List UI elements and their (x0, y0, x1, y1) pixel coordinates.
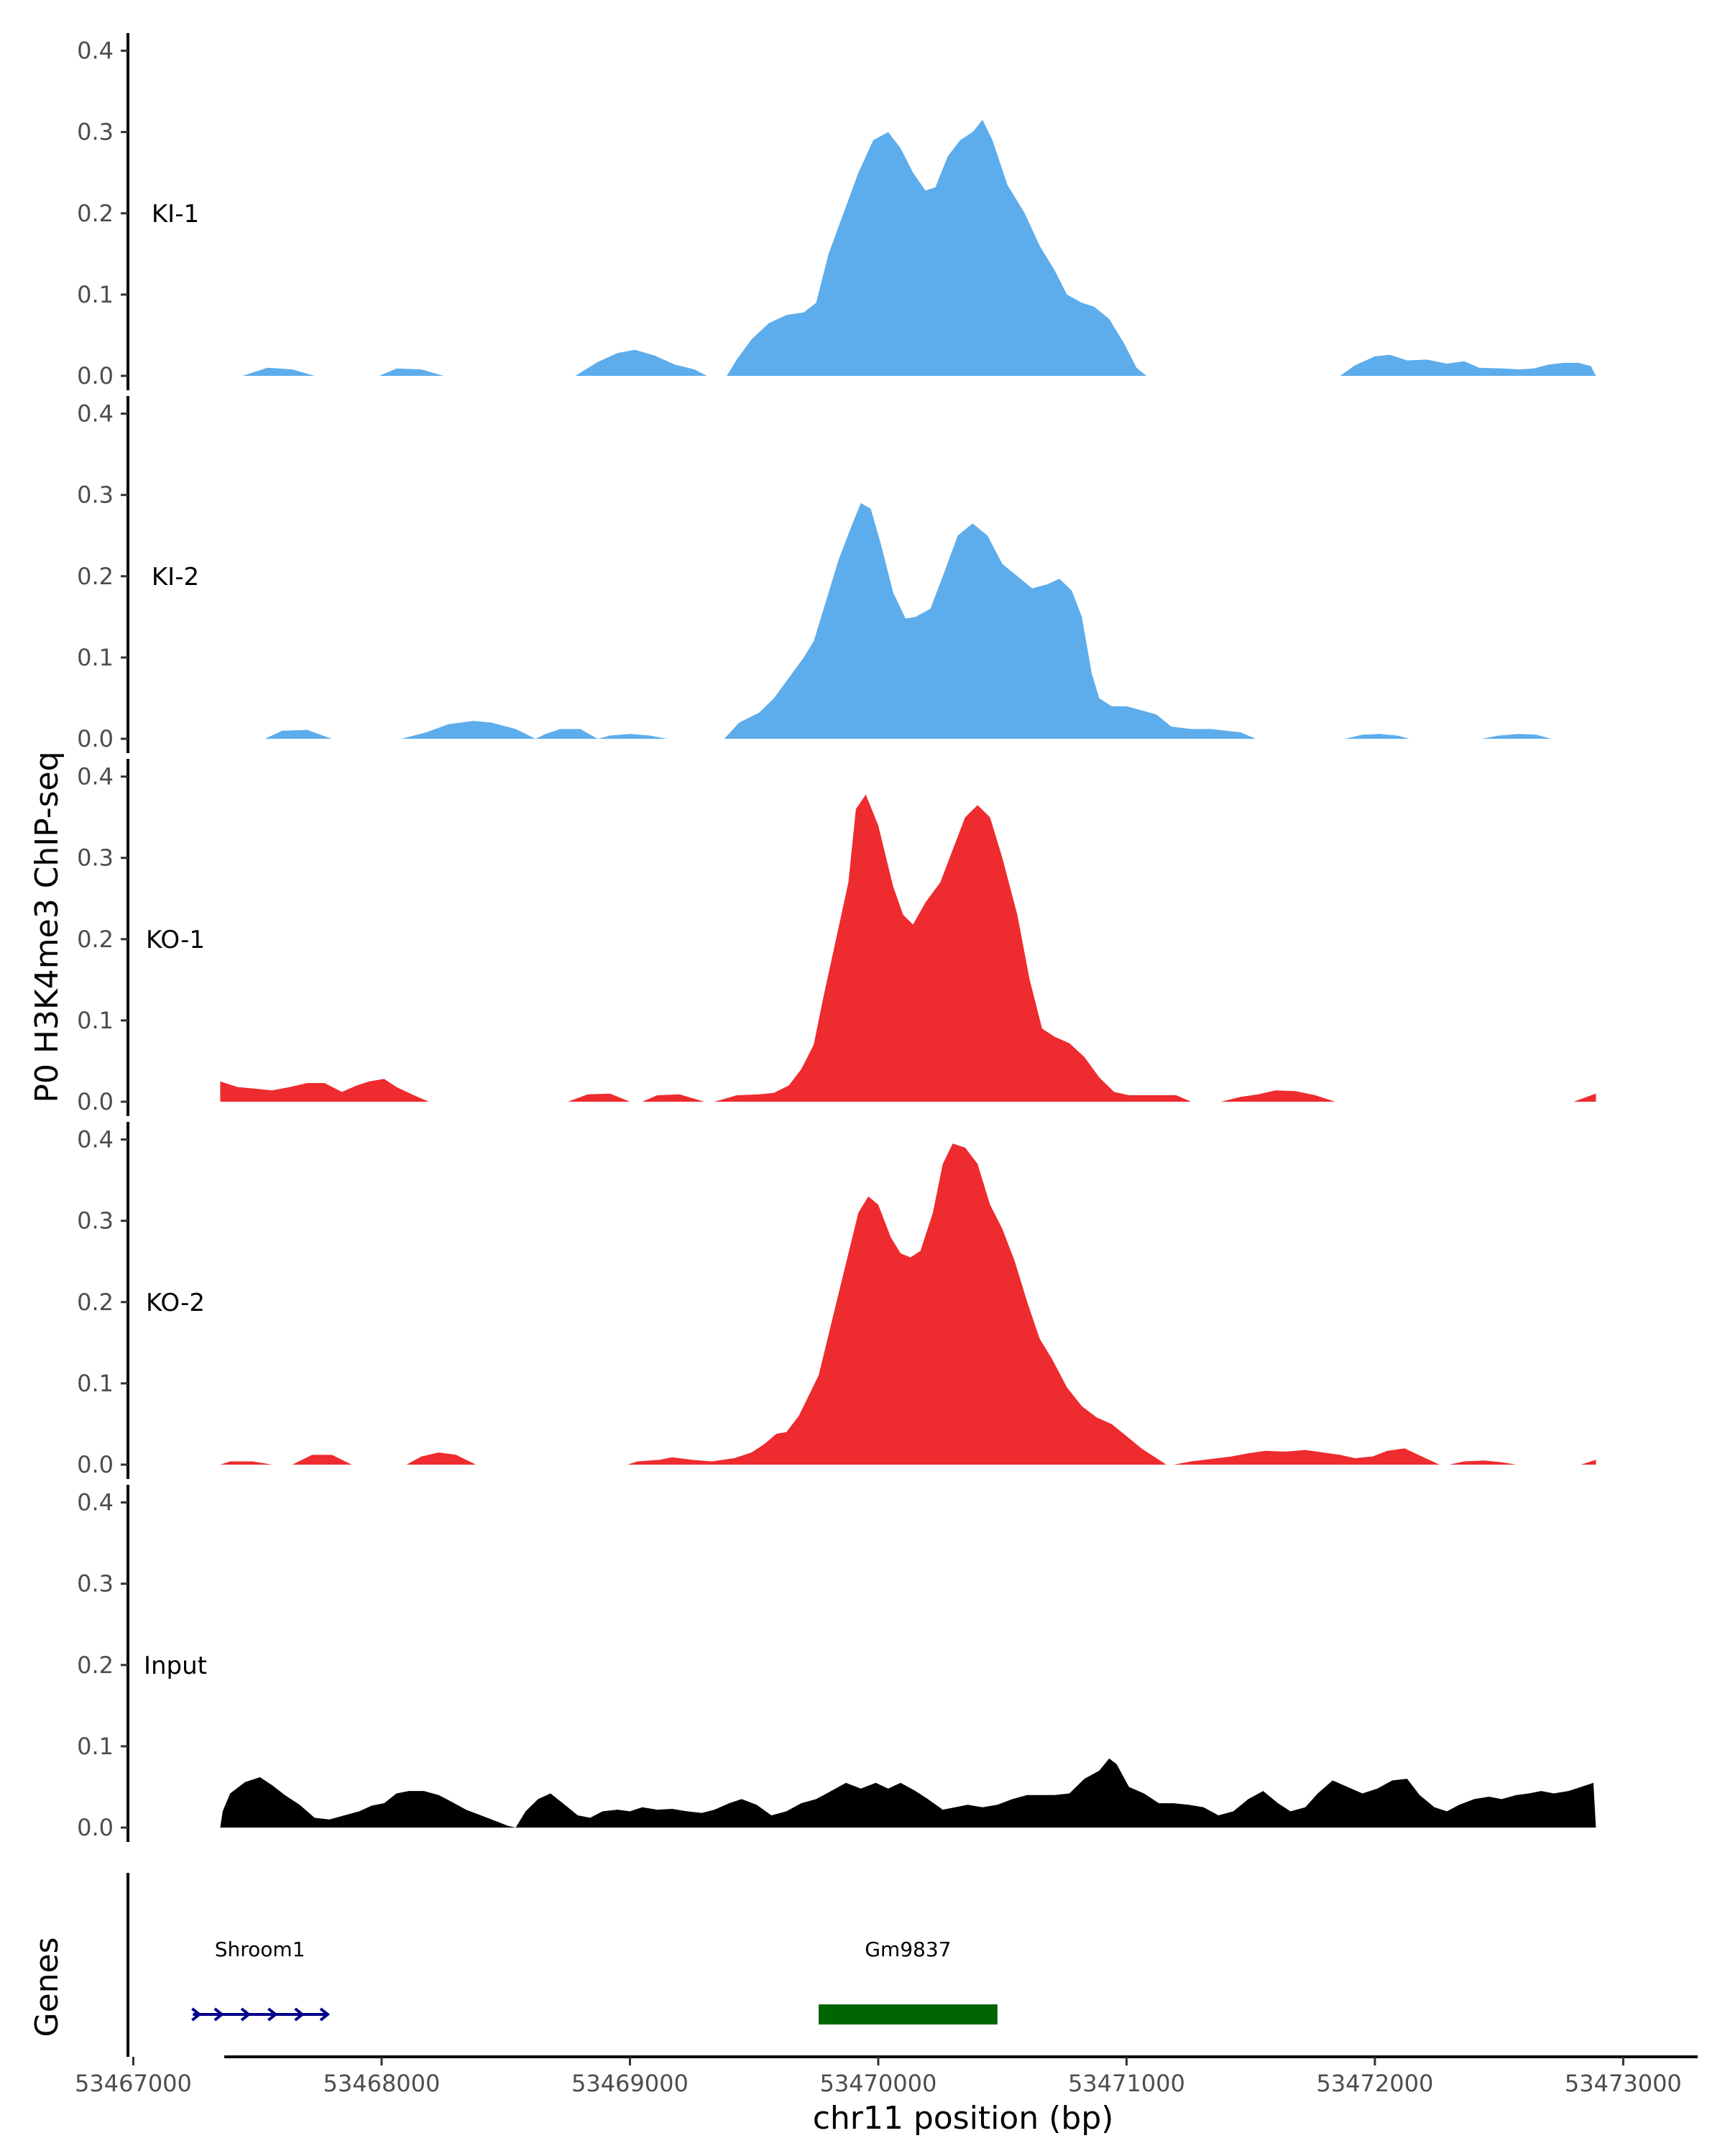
signal-area (1573, 1093, 1596, 1102)
signal-area (292, 1455, 352, 1465)
y-tick-label: 0.0 (77, 1814, 114, 1841)
signal-area (1581, 1460, 1596, 1465)
y-tick-label: 0.3 (77, 1570, 114, 1598)
gene-gm9837: Gm9837 (818, 1938, 998, 2024)
x-tick-label: 53471000 (1068, 2070, 1185, 2097)
genes-panel: Shroom1 Gm9837 (126, 1873, 998, 2057)
signal-area (627, 1143, 1167, 1465)
y-tick-label: 0.4 (77, 1126, 114, 1153)
gene-exon (818, 2004, 998, 2024)
gene-shroom1: Shroom1 (191, 1938, 331, 2022)
signal-area (575, 349, 707, 376)
signal-area (727, 119, 1146, 377)
signal-area (1340, 354, 1596, 376)
y-tick-label: 0.4 (77, 1489, 114, 1516)
x-tick-label: 53470000 (819, 2070, 937, 2097)
y-tick-label: 0.1 (77, 1370, 114, 1397)
y-tick-label: 0.3 (77, 1207, 114, 1235)
signal-area (406, 1452, 477, 1465)
y-tick-label: 0.0 (77, 362, 114, 390)
signal-area (568, 1093, 630, 1102)
gene-label: Shroom1 (215, 1938, 305, 1961)
y-tick-label: 0.0 (77, 1088, 114, 1115)
signal-area (724, 503, 1256, 739)
track-input: 0.0 0.1 0.2 0.3 0.4 Input (77, 1485, 1596, 1842)
genes-axis-title: Genes (29, 1937, 65, 2037)
signal-area (401, 721, 668, 739)
signal-area (642, 1094, 705, 1102)
y-tick-label: 0.2 (77, 926, 114, 953)
track-label: KI-2 (152, 563, 199, 591)
signal-area (264, 729, 332, 739)
y-tick-label: 0.4 (77, 400, 114, 428)
y-tick-label: 0.3 (77, 844, 114, 872)
track-label: KO-2 (146, 1289, 205, 1317)
x-tick-label: 53469000 (571, 2070, 689, 2097)
y-axis-title: P0 H3K4me3 ChIP-seq (29, 751, 65, 1102)
signal-area (220, 1079, 429, 1102)
y-tick-label: 0.4 (77, 37, 114, 65)
x-tick-label: 53473000 (1565, 2070, 1682, 2097)
y-tick-label: 0.1 (77, 1733, 114, 1760)
y-tick-label: 0.0 (77, 725, 114, 752)
signal-area (1220, 1090, 1335, 1102)
strand-arrow (191, 2007, 202, 2022)
track-ki-2: 0.0 0.1 0.2 0.3 0.4 KI-2 (77, 396, 1552, 753)
y-tick-label: 0.1 (77, 1007, 114, 1034)
y-tick-label: 0.2 (77, 200, 114, 227)
strand-arrow (213, 2007, 224, 2022)
y-tick-label: 0.2 (77, 1651, 114, 1679)
signal-area (1481, 734, 1552, 739)
track-ko-2: 0.0 0.1 0.2 0.3 0.4 KO-2 (77, 1122, 1596, 1479)
y-tick-label: 0.4 (77, 763, 114, 791)
signal-area (220, 1461, 272, 1465)
strand-arrow (240, 2007, 252, 2022)
signal-area (379, 368, 444, 376)
strand-arrow (294, 2007, 305, 2022)
gene-label: Gm9837 (865, 1938, 951, 1961)
strand-arrow (267, 2007, 278, 2022)
track-label: KI-1 (152, 200, 199, 229)
track-label: Input (144, 1651, 207, 1680)
x-axis-title: chr11 position (bp) (813, 2100, 1114, 2137)
track-label: KO-1 (146, 926, 205, 954)
signal-area (1174, 1448, 1440, 1465)
signal-area (242, 367, 315, 376)
track-ko-1: 0.0 0.1 0.2 0.3 0.4 KO-1 (77, 759, 1596, 1116)
x-axis: 53467000 53468000 53469000 53470000 53471000… (75, 2055, 1698, 2097)
signal-area (1345, 734, 1410, 739)
y-tick-label: 0.0 (77, 1451, 114, 1478)
tracks-layer: 0.00.10.20.30.4KI-10.00.10.20.30.4KI-20.… (77, 33, 1596, 1842)
strand-arrow (319, 2007, 331, 2022)
y-tick-label: 0.1 (77, 644, 114, 671)
x-tick-label: 53468000 (323, 2070, 441, 2097)
y-tick-label: 0.2 (77, 563, 114, 590)
y-tick-label: 0.1 (77, 281, 114, 308)
track-ki-1: 0.0 0.1 0.2 0.3 0.4 KI-1 (77, 33, 1596, 390)
x-tick-label: 53472000 (1316, 2070, 1433, 2097)
y-tick-label: 0.3 (77, 482, 114, 509)
signal-area (714, 794, 1192, 1102)
y-tick-label: 0.2 (77, 1289, 114, 1316)
signal-area (220, 1758, 1596, 1828)
x-tick-label: 53467000 (75, 2070, 192, 2097)
signal-area (1449, 1460, 1517, 1465)
y-tick-label: 0.3 (77, 119, 114, 146)
